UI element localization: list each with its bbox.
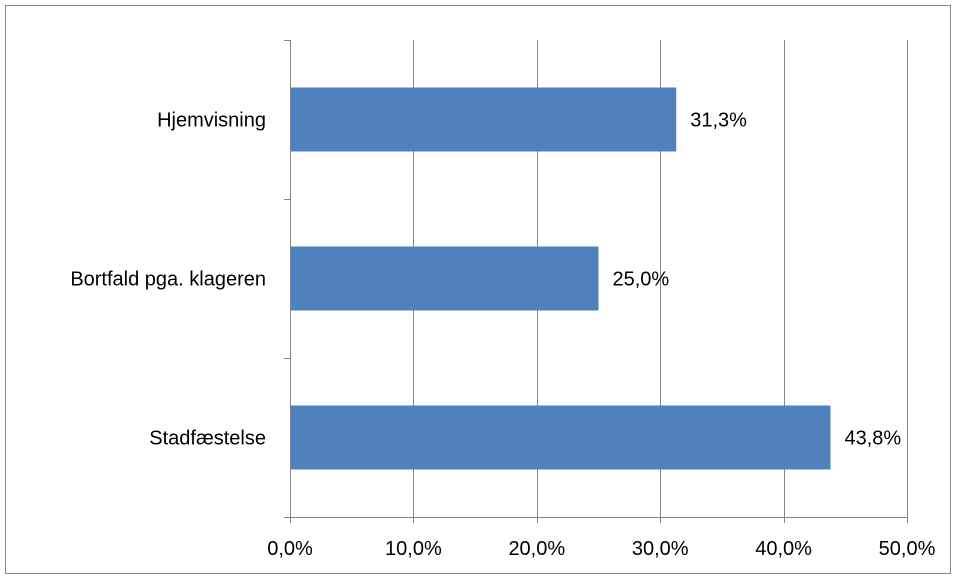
category-label-1: Hjemvisning — [157, 110, 266, 132]
labels: 0,0% 10,0% 20,0% 30,0% 40,0% 50,0% Hjemvisning… — [70, 110, 935, 561]
category-label-3: Stadfæstelse — [149, 428, 266, 450]
data-label-2: 25,0% — [613, 269, 670, 291]
data-label-1: 31,3% — [690, 110, 747, 132]
data-label-3: 43,8% — [844, 428, 901, 450]
category-label-2: Bortfald pga. klageren — [70, 269, 266, 291]
x-tick-label-1: 10,0% — [385, 538, 442, 560]
x-tick-label-2: 20,0% — [508, 538, 565, 560]
bar-1 — [290, 87, 677, 152]
bars — [290, 87, 831, 470]
axes — [284, 40, 908, 523]
x-tick-label-0: 0,0% — [267, 538, 313, 560]
x-tick-label-4: 40,0% — [755, 538, 812, 560]
x-tick-label-5: 50,0% — [879, 538, 936, 560]
bar-3 — [290, 405, 831, 470]
x-tick-label-3: 30,0% — [632, 538, 689, 560]
bar-2 — [290, 246, 599, 311]
